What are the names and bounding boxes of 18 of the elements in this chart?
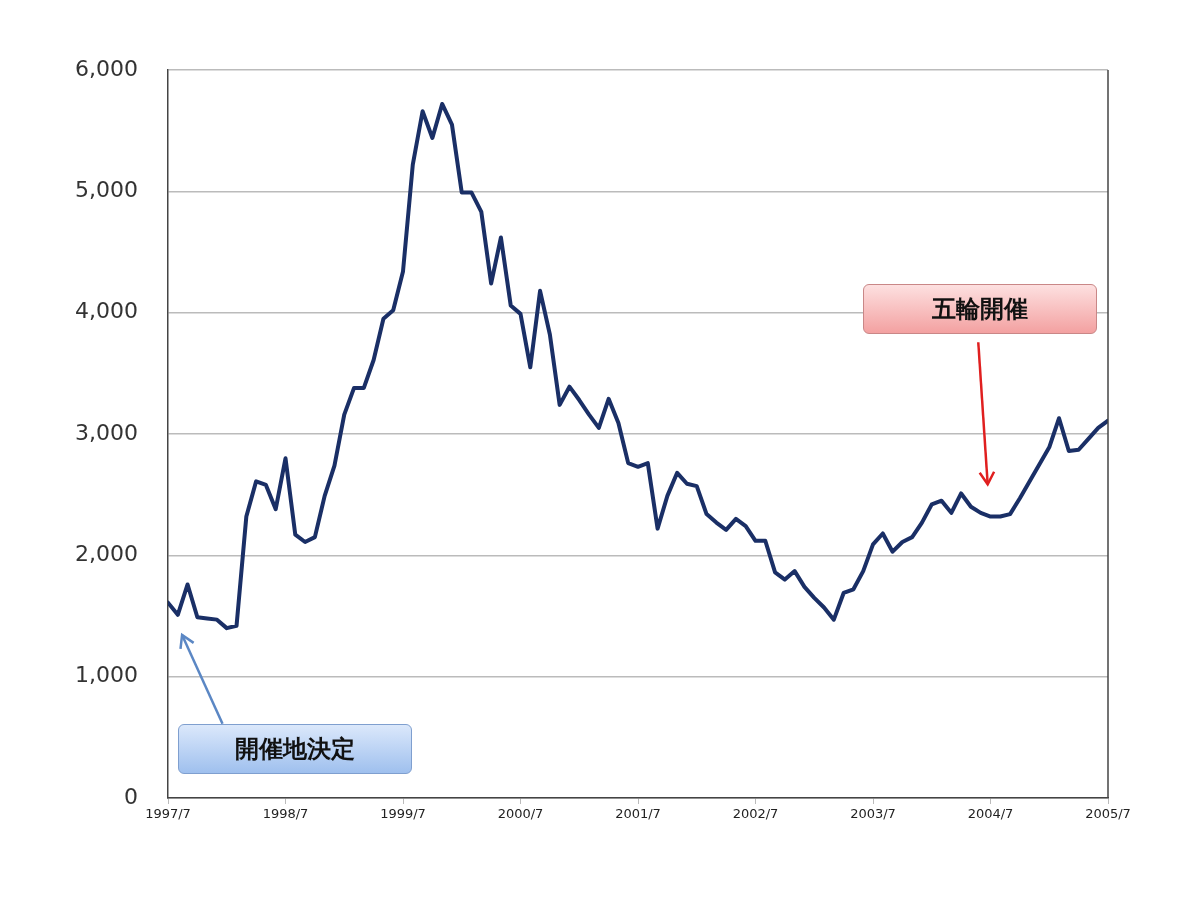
x-tick-label: 1999/7 — [380, 806, 426, 822]
x-tick-label: 1997/7 — [145, 806, 191, 822]
x-tick-label: 2003/7 — [850, 806, 896, 822]
x-tick-label: 2005/7 — [1085, 806, 1131, 822]
callout-box: 五輪開催 — [862, 284, 1097, 335]
callout-box: 開催地決定 — [178, 723, 413, 774]
x-tick-label: 2004/7 — [967, 806, 1014, 822]
x-tick-label: 2001/7 — [615, 806, 661, 822]
y-tick-label: 3,000 — [75, 419, 138, 445]
y-tick-label: 5,000 — [75, 177, 138, 203]
x-tick-label: 1998/7 — [262, 806, 309, 822]
y-tick-label: 1,000 — [75, 662, 138, 688]
y-tick-label: 0 — [124, 783, 138, 809]
y-tick-label: 2,000 — [75, 541, 138, 567]
y-tick-label: 4,000 — [75, 298, 138, 324]
x-tick-label: 2002/7 — [732, 806, 779, 822]
x-tick-label: 2000/7 — [497, 806, 544, 822]
y-tick-label: 6,000 — [75, 55, 138, 81]
